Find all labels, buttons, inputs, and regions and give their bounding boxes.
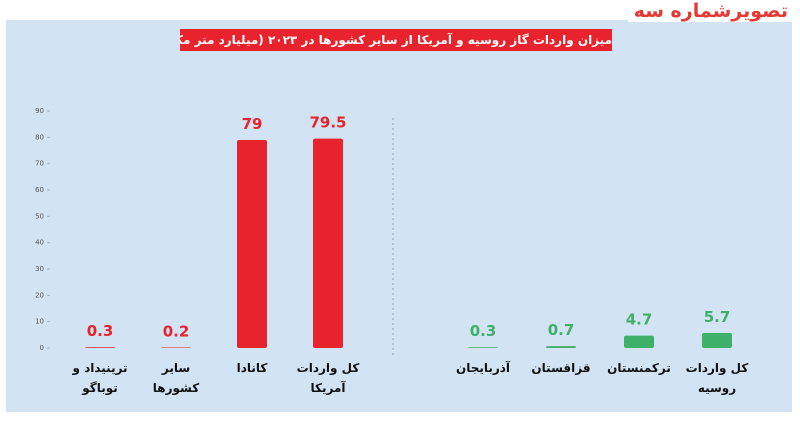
bar [702,332,732,348]
x-tick-label: ترکمنستان [607,361,671,375]
y-tick-label: 10 [35,318,44,326]
x-tick-label: کل واردات روسیه [685,361,749,395]
value-label: 79 [242,115,263,133]
figure-caption: تصویرشماره سه [627,0,794,22]
value-label: 0.2 [163,322,190,340]
panel [6,20,792,412]
value-label: 0.7 [548,321,575,339]
bar [313,138,343,348]
y-tick-label: 60 [35,186,44,194]
value-label: 4.7 [626,311,653,329]
bar [468,347,498,348]
x-tick-label: آذربایجان [455,361,511,375]
y-tick-label: 40 [35,239,44,247]
value-label: 0.3 [87,322,114,340]
x-tick-label: قزاقستان [531,361,591,375]
bar [161,347,191,348]
x-tick-label: ترینیداد و توباگو [72,361,128,395]
bar [85,347,115,348]
y-tick-label: 90 [35,107,44,115]
bar [546,346,576,348]
x-tick-label: سایر کشورها [152,361,200,395]
y-tick-label: 50 [35,212,44,220]
value-label: 79.5 [309,114,346,132]
y-tick-label: 0 [40,344,44,352]
y-tick-label: 80 [35,133,44,141]
bar [237,139,267,348]
bar [624,335,654,348]
x-tick-label: کانادا [236,361,268,375]
y-tick-label: 30 [35,265,44,273]
value-label: 0.3 [470,322,497,340]
y-tick-label: 70 [35,160,44,168]
chart-title: میزان واردات گاز روسیه و آمریکا از سایر … [180,29,612,51]
y-tick-label: 20 [35,291,44,299]
value-label: 5.7 [704,308,731,326]
x-tick-label: کل واردات آمریکا [296,361,360,395]
